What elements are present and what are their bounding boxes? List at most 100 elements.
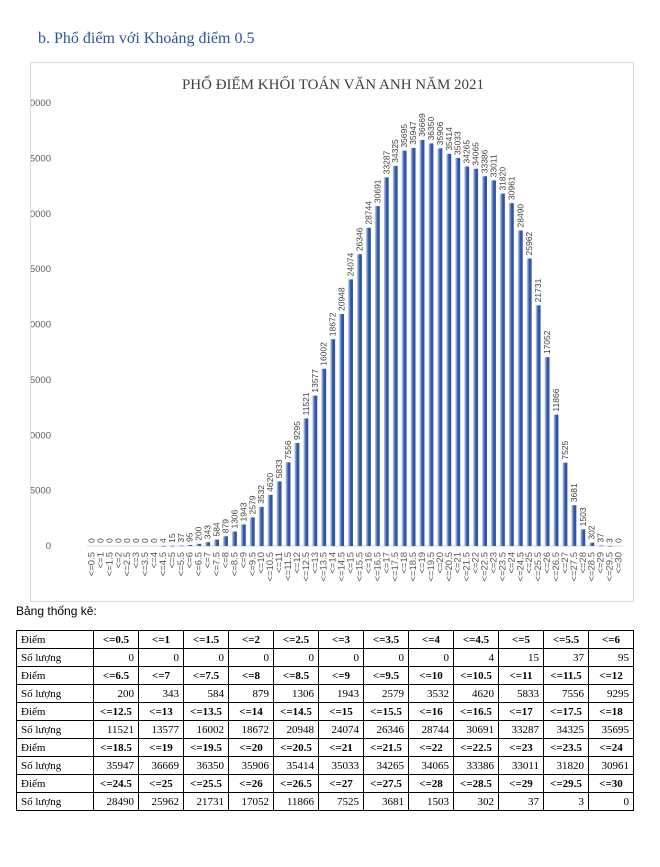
- bar: [491, 180, 496, 546]
- score-cell: <=12: [588, 666, 634, 685]
- count-row-label: Số lượng: [16, 684, 94, 703]
- y-tick-label: 25000: [31, 264, 51, 275]
- bar: [455, 158, 461, 546]
- count-cell: 13577: [138, 720, 184, 739]
- data-label: 4620: [265, 473, 275, 492]
- bar: [330, 339, 336, 546]
- score-row-label: Điểm: [16, 702, 94, 721]
- x-tick-label: <=18: [399, 552, 410, 574]
- x-tick-label: <=29: [596, 552, 607, 574]
- score-cell: <=19.5: [183, 738, 229, 757]
- data-label: 37: [176, 533, 186, 543]
- count-cell: 4: [453, 648, 499, 667]
- x-tick-label: <=18.5: [408, 552, 419, 582]
- bar: [240, 524, 246, 546]
- x-tick-label: <=25: [524, 552, 535, 574]
- bar: [428, 143, 434, 546]
- bar: [231, 531, 237, 546]
- data-label: 16002: [319, 342, 329, 366]
- x-tick-label: <=27.5: [569, 552, 580, 582]
- x-tick-label: <=30: [614, 552, 625, 574]
- score-cell: <=26: [228, 774, 274, 793]
- count-cell: 0: [318, 648, 364, 667]
- data-label: 879: [220, 519, 230, 533]
- x-tick-label: <=9: [238, 552, 249, 568]
- score-cell: <=20.5: [273, 738, 319, 757]
- data-label: 95: [185, 532, 195, 542]
- score-cell: <=21.5: [363, 738, 409, 757]
- bar: [482, 176, 487, 546]
- data-label: 15: [167, 533, 177, 543]
- x-tick-label: <=2: [113, 552, 124, 568]
- y-tick-label: 15000: [31, 375, 51, 386]
- score-cell: <=28: [408, 774, 454, 793]
- count-cell: 16002: [183, 720, 229, 739]
- score-cell: <=10: [408, 666, 454, 685]
- score-cell: <=3: [318, 630, 364, 649]
- data-label: 200: [194, 526, 204, 540]
- bar: [169, 545, 175, 547]
- bar: [544, 357, 550, 546]
- data-label: 11521: [301, 392, 311, 415]
- bar: [223, 536, 228, 546]
- score-cell: <=11: [498, 666, 544, 685]
- x-tick-label: <=25.5: [533, 552, 544, 582]
- count-cell: 33011: [498, 756, 544, 775]
- score-cell: <=15: [318, 702, 364, 721]
- count-cell: 35947: [93, 756, 139, 775]
- count-row: Số lượng 11521 13577 16002 18672 20948 24074 26…: [16, 720, 634, 739]
- score-cell: <=16.5: [453, 702, 499, 721]
- score-cell: <=4.5: [453, 630, 499, 649]
- x-tick-label: <=21.5: [462, 552, 473, 582]
- data-label: 33386: [480, 149, 490, 173]
- count-cell: 26346: [363, 720, 409, 739]
- score-cell: <=17.5: [543, 702, 589, 721]
- score-cell: <=25.5: [183, 774, 229, 793]
- bar: [446, 153, 452, 546]
- x-tick-label: <=3: [131, 552, 142, 568]
- x-tick-label: <=6: [185, 552, 196, 568]
- count-cell: 34065: [408, 756, 454, 775]
- section-heading: b. Phổ điểm với Khoảng điểm 0.5: [38, 30, 255, 47]
- bar: [517, 230, 523, 546]
- x-tick-label: <=11.5: [283, 552, 294, 581]
- x-tick-label: <=17: [381, 552, 392, 574]
- data-label: 37: [596, 533, 606, 543]
- count-cell: 33287: [498, 720, 544, 739]
- score-cell: <=7: [138, 666, 184, 685]
- score-cell: <=27.5: [363, 774, 409, 793]
- score-row: Điểm <=0.5 <=1 <=1.5 <=2 <=2.5 <=3 <=3.5 <=4 <=4.…: [16, 630, 634, 649]
- x-tick-label: <=1.5: [104, 552, 115, 576]
- data-label: 36350: [426, 117, 436, 141]
- score-cell: <=6: [588, 630, 634, 649]
- x-tick-label: <=24.5: [515, 552, 526, 582]
- score-cell: <=14.5: [273, 702, 319, 721]
- x-tick-label: <=22: [471, 552, 482, 574]
- count-cell: 17052: [228, 792, 274, 811]
- bar: [499, 193, 505, 546]
- count-cell: 28490: [93, 792, 139, 811]
- bar: [374, 206, 380, 546]
- score-cell: <=9.5: [363, 666, 409, 685]
- score-cell: <=26.5: [273, 774, 319, 793]
- count-cell: 21731: [183, 792, 229, 811]
- data-label: 584: [212, 522, 222, 536]
- bar: [160, 545, 166, 547]
- score-cell: <=1.5: [183, 630, 229, 649]
- count-cell: 95: [588, 648, 634, 667]
- bar: [508, 203, 514, 546]
- bar: [178, 545, 184, 547]
- y-tick-label: 40000: [31, 98, 51, 109]
- score-cell: <=4: [408, 630, 454, 649]
- chart-title: PHỔ ĐIỂM KHỐI TOÁN VĂN ANH NĂM 2021: [182, 75, 484, 93]
- x-tick-label: <=29.5: [605, 552, 616, 582]
- data-label: 34065: [471, 142, 481, 166]
- data-label: 36669: [417, 113, 427, 137]
- count-cell: 200: [93, 684, 139, 703]
- bar: [214, 539, 219, 546]
- x-tick-label: <=14: [328, 552, 339, 574]
- count-cell: 25962: [138, 792, 184, 811]
- bar: [294, 443, 300, 546]
- score-cell: <=24: [588, 738, 634, 757]
- score-row-label: Điểm: [16, 738, 94, 757]
